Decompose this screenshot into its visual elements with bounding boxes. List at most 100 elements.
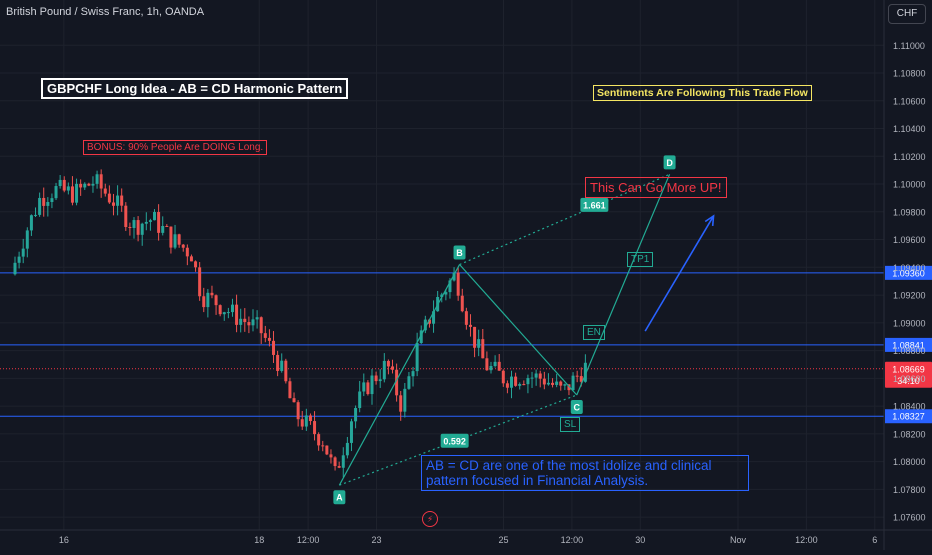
candle-body [165, 226, 169, 228]
candle-body [247, 322, 251, 326]
candle-body [522, 384, 526, 386]
candle-body [542, 378, 546, 385]
y-tick-label: 1.11000 [893, 41, 925, 51]
candle-body [579, 376, 583, 382]
candle-body [505, 383, 509, 388]
y-tick-label: 1.09800 [893, 207, 926, 217]
x-tick-label: 30 [635, 535, 645, 545]
candle-body [399, 395, 403, 412]
candle-body [497, 361, 501, 371]
candle-body [267, 337, 271, 341]
y-tick-label: 1.08200 [893, 429, 926, 439]
y-tick-label: 1.09600 [893, 235, 926, 245]
candle-body [214, 295, 218, 306]
candle-body [255, 317, 259, 320]
candle-body [510, 376, 514, 388]
candle-body [34, 214, 38, 216]
candle-body [148, 220, 152, 222]
candle-body [460, 295, 464, 312]
candle-body [263, 333, 267, 338]
candle-body [21, 248, 25, 257]
x-tick-label: 18 [254, 535, 264, 545]
x-tick-label: 25 [498, 535, 508, 545]
level-price-label: 1.09360 [892, 268, 925, 278]
level-price-badge [885, 337, 932, 352]
candle-body [567, 384, 571, 391]
y-tick-label: 1.09000 [893, 318, 926, 328]
candle-body [415, 343, 419, 372]
x-tick-label: 12:00 [297, 535, 320, 545]
y-tick-label: 1.10800 [893, 69, 926, 79]
flash-icon[interactable]: ⚡ [422, 511, 438, 527]
candle-body [493, 361, 497, 367]
point-label-b: B [456, 248, 463, 258]
candle-body [50, 198, 54, 203]
candle-body [235, 304, 239, 325]
level-price-badge [885, 409, 932, 424]
candle-body [374, 375, 378, 382]
candle-body [432, 311, 436, 324]
candle-body [136, 220, 140, 235]
level-price-badge [885, 265, 932, 280]
candle-body [551, 382, 555, 385]
leg-ab [338, 264, 461, 486]
sl-tag: SL [560, 417, 581, 432]
candle-body [452, 272, 456, 281]
candle-body [259, 317, 263, 334]
leg-bc [459, 264, 578, 396]
candle-body [288, 381, 292, 399]
up-arrow-shaft [644, 215, 715, 332]
candle-body [477, 339, 481, 348]
candle-body [473, 326, 477, 348]
candle-body [243, 318, 247, 323]
candle-body [440, 294, 444, 297]
y-tick-label: 1.09400 [893, 263, 926, 273]
candle-body [349, 421, 353, 443]
candle-body [530, 377, 534, 379]
candle-body [329, 454, 333, 458]
x-tick-label: 23 [371, 535, 381, 545]
level-price-label: 1.08841 [892, 340, 925, 350]
y-tick-label: 1.10600 [893, 96, 926, 106]
abcd-explanation-note: AB = CD are one of the most idolize and … [421, 455, 749, 491]
candle-body [313, 421, 317, 435]
candle-body [189, 256, 193, 262]
candle-body [485, 358, 489, 371]
y-tick-label: 1.09200 [893, 291, 926, 301]
candle-body [333, 457, 337, 467]
candle-body [198, 267, 202, 297]
candle-body [226, 312, 230, 314]
candle-body [218, 305, 222, 315]
candle-body [157, 212, 161, 233]
current-price-label: 1.08669 [892, 364, 925, 374]
candle-body [468, 324, 472, 327]
candle-body [583, 362, 587, 382]
candle-body [42, 197, 46, 206]
candle-body [304, 415, 308, 427]
ratio-badge [580, 197, 609, 212]
candle-body [407, 376, 411, 389]
candle-body [481, 339, 485, 359]
bonus-note: BONUS: 90% People Are DOING Long. [83, 140, 268, 155]
candle-body [317, 434, 321, 446]
candle-body [559, 381, 563, 386]
point-label-a: A [336, 493, 343, 503]
candle-body [538, 373, 542, 379]
candle-body [366, 382, 370, 395]
point-badge-c [570, 399, 583, 414]
candle-body [120, 195, 124, 206]
candle-body [144, 221, 148, 224]
y-tick-label: 1.07600 [893, 513, 926, 523]
candle-body [87, 183, 91, 186]
candle-body [103, 188, 107, 194]
candle-body [337, 466, 341, 468]
candle-body [161, 226, 165, 233]
sentiment-note: Sentiments Are Following This Trade Flow [593, 85, 812, 101]
candle-body [362, 382, 366, 392]
candle-body [75, 183, 79, 203]
candle-body [222, 312, 226, 315]
currency-selector[interactable]: CHF [888, 4, 926, 24]
candle-body [308, 415, 312, 422]
